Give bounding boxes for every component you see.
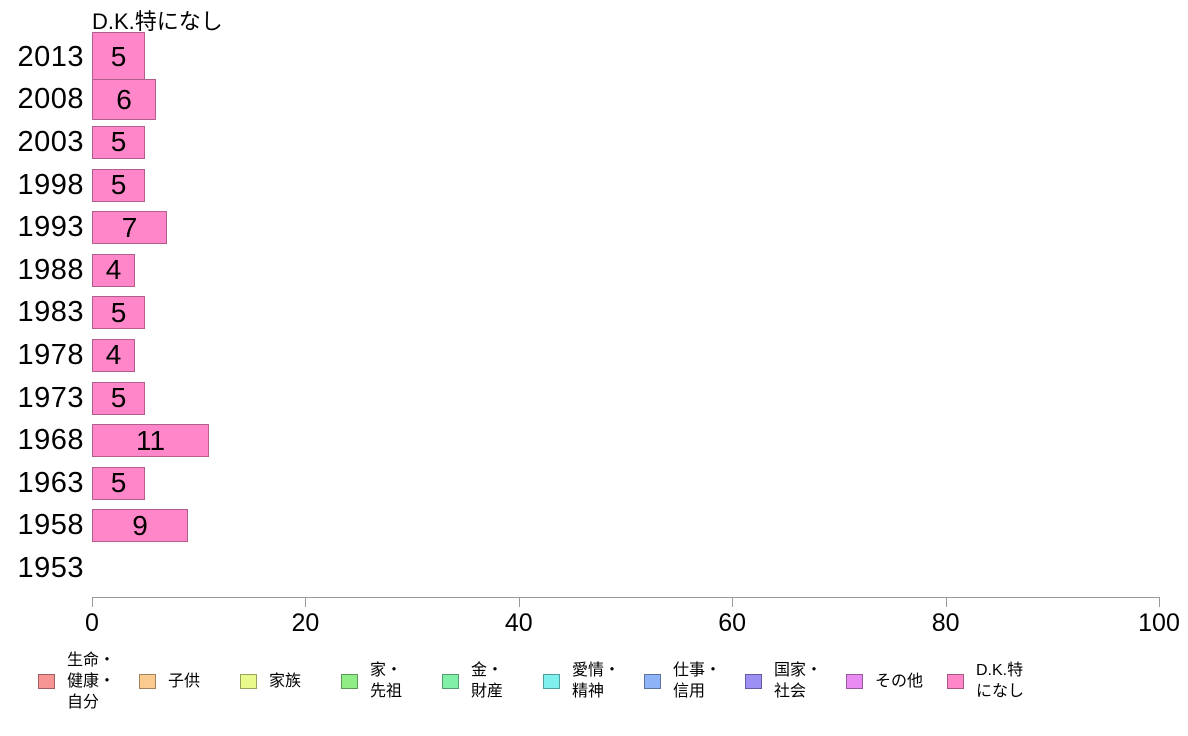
y-tick-label: 2003 bbox=[17, 125, 84, 158]
legend-item: 生命・ 健康・ 自分 bbox=[38, 650, 139, 713]
chart-row: 1958 9 bbox=[0, 505, 1188, 548]
legend-swatch bbox=[38, 673, 55, 689]
x-tick-label: 40 bbox=[504, 609, 533, 637]
x-tick-label: 20 bbox=[291, 609, 320, 637]
x-axis-tick bbox=[732, 597, 734, 607]
x-tick-label: 100 bbox=[1138, 609, 1180, 637]
chart-row: 1998 5 bbox=[0, 164, 1188, 207]
legend-label: 愛情・ 精神 bbox=[572, 662, 621, 700]
y-tick-label: 1953 bbox=[17, 551, 84, 584]
legend-item: 金・ 財産 bbox=[442, 660, 543, 702]
bar: 5 bbox=[92, 125, 145, 159]
y-tick-label: 1988 bbox=[17, 253, 84, 286]
bar: 11 bbox=[92, 424, 209, 458]
bar-value-label: 5 bbox=[110, 467, 127, 499]
legend-swatch bbox=[947, 673, 964, 689]
x-axis-tick bbox=[518, 597, 520, 607]
y-tick-label: 2013 bbox=[17, 40, 84, 73]
bar: 4 bbox=[92, 253, 135, 287]
legend-item: 仕事・ 信用 bbox=[644, 660, 745, 702]
chart-title: D.K.特になし bbox=[92, 9, 223, 34]
bar-value-label: 5 bbox=[110, 296, 127, 328]
chart-row: 1953 bbox=[0, 547, 1188, 590]
bar: 5 bbox=[92, 296, 145, 330]
x-axis-tick bbox=[1159, 597, 1160, 607]
bar: 4 bbox=[92, 338, 135, 372]
bar: 5 bbox=[92, 381, 145, 415]
y-tick-label: 1973 bbox=[17, 381, 84, 414]
x-tick-label: 0 bbox=[85, 609, 99, 637]
legend-item: D.K.特 になし bbox=[947, 660, 1048, 702]
bar-value-label: 5 bbox=[110, 41, 127, 73]
chart-row: 2003 5 bbox=[0, 121, 1188, 164]
y-tick-label: 1983 bbox=[17, 296, 84, 329]
chart-row: 1983 5 bbox=[0, 292, 1188, 335]
bar-value-label: 5 bbox=[110, 169, 127, 201]
y-tick-label: 1968 bbox=[17, 424, 84, 457]
legend-swatch bbox=[846, 673, 863, 689]
bar-value-label: 4 bbox=[105, 339, 122, 371]
bar-value-label: 5 bbox=[110, 382, 127, 414]
legend-swatch bbox=[543, 673, 560, 689]
legend-label: 生命・ 健康・ 自分 bbox=[67, 651, 116, 711]
legend-label: その他 bbox=[875, 672, 924, 690]
legend-swatch bbox=[341, 673, 358, 689]
legend-item: 愛情・ 精神 bbox=[543, 660, 644, 702]
legend-swatch bbox=[139, 673, 156, 689]
chart-row: 2013 5 bbox=[0, 31, 1188, 83]
legend-label: 家・ 先祖 bbox=[370, 662, 403, 700]
bar-value-label: 6 bbox=[116, 83, 132, 115]
bar-value-label: 9 bbox=[132, 509, 148, 541]
bar-value-label: 5 bbox=[110, 126, 127, 158]
chart-row: 1988 4 bbox=[0, 249, 1188, 292]
legend-item: 家・ 先祖 bbox=[341, 660, 442, 702]
chart-row: 1993 7 bbox=[0, 206, 1188, 249]
x-tick-label: 80 bbox=[931, 609, 960, 637]
bar: 5 bbox=[92, 31, 145, 83]
legend-swatch bbox=[644, 673, 661, 689]
legend-swatch bbox=[745, 673, 762, 689]
chart-row: 1973 5 bbox=[0, 377, 1188, 420]
legend: 生命・ 健康・ 自分 子供 家族 家・ 先祖 金・ 財産 愛情・ 精神 仕事・ 信用 国家・ 社会 その他 D.… bbox=[38, 644, 1048, 718]
chart-row: 2008 6 bbox=[0, 79, 1188, 122]
y-tick-label: 1963 bbox=[17, 466, 84, 499]
x-tick-label: 60 bbox=[718, 609, 747, 637]
plot-rows: 2013 5 2008 6 2003 5 1998 5 1993 7 1988 4 1983 5 1978 4… bbox=[0, 31, 1188, 590]
legend-label: 家族 bbox=[269, 672, 302, 690]
legend-item: 子供 bbox=[139, 671, 240, 692]
legend-item: 国家・ 社会 bbox=[745, 660, 846, 702]
x-axis-tick bbox=[305, 597, 307, 607]
chart-row: 1963 5 bbox=[0, 462, 1188, 505]
legend-label: D.K.特 になし bbox=[976, 662, 1025, 700]
bar-value-label: 11 bbox=[135, 424, 166, 456]
legend-label: 仕事・ 信用 bbox=[673, 662, 722, 700]
legend-item: その他 bbox=[846, 671, 947, 692]
x-axis-tick bbox=[945, 597, 947, 607]
legend-label: 国家・ 社会 bbox=[774, 662, 823, 700]
bar: 9 bbox=[92, 509, 188, 543]
y-tick-label: 1978 bbox=[17, 338, 84, 371]
bar-value-label: 7 bbox=[121, 211, 138, 243]
y-tick-label: 1993 bbox=[17, 211, 84, 244]
bar: 5 bbox=[92, 168, 145, 202]
bar-value-label: 4 bbox=[105, 254, 122, 286]
chart-row: 1978 4 bbox=[0, 334, 1188, 377]
chart-row: 1968 11 bbox=[0, 419, 1188, 462]
legend-label: 子供 bbox=[168, 672, 201, 690]
legend-item: 家族 bbox=[240, 671, 341, 692]
legend-label: 金・ 財産 bbox=[471, 662, 504, 700]
bar: 7 bbox=[92, 211, 167, 245]
y-tick-label: 1958 bbox=[17, 509, 84, 542]
y-tick-label: 2008 bbox=[17, 83, 84, 116]
x-axis-line bbox=[92, 597, 1160, 598]
legend-swatch bbox=[240, 673, 257, 689]
y-tick-label: 1998 bbox=[17, 168, 84, 201]
bar: 5 bbox=[92, 466, 145, 500]
x-axis-tick bbox=[92, 597, 93, 607]
legend-swatch bbox=[442, 673, 459, 689]
bar: 6 bbox=[92, 79, 156, 121]
